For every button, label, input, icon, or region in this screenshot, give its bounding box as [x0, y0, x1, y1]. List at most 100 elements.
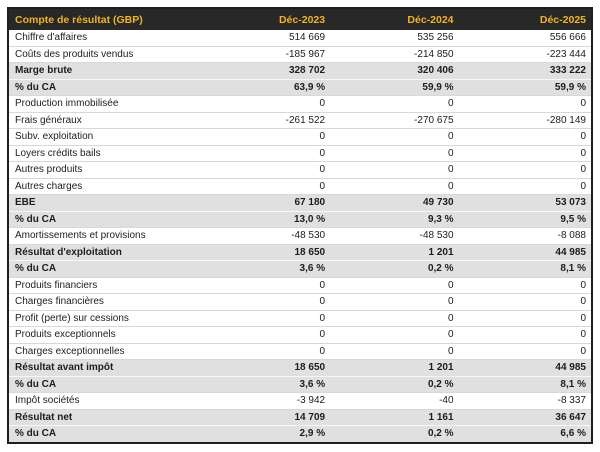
table-row: Loyers crédits bails 0 0 0 [8, 145, 592, 162]
row-label: Résultat d'exploitation [15, 246, 122, 258]
cell-value: -223 444 [546, 48, 586, 60]
cell-value: 59,9 % [554, 81, 586, 93]
table-row: Autres charges 0 0 0 [8, 178, 592, 195]
table-row: % du CA 2,9 % 0,2 % 6,6 % [8, 425, 592, 443]
column-header-dec-2023: Déc-2023 [200, 8, 331, 30]
cell-value: 44 985 [555, 362, 586, 374]
cell-value: 320 406 [417, 65, 454, 77]
row-label: Profit (perte) sur cessions [15, 312, 129, 324]
cell-value: -48 530 [291, 230, 326, 242]
cell-value: 328 702 [288, 65, 326, 77]
row-label: Subv. exploitation [15, 131, 94, 143]
row-label: Amortissements et provisions [15, 230, 146, 242]
cell-value: 0 [580, 296, 586, 308]
cell-value: -8 088 [557, 230, 586, 242]
table-row: Résultat avant impôt 18 650 1 201 44 985 [8, 359, 592, 376]
table-row: Marge brute 328 702 320 406 333 222 [8, 62, 592, 79]
row-label: Produits exceptionnels [15, 329, 116, 341]
table-row: Profit (perte) sur cessions 0 0 0 [8, 310, 592, 327]
cell-value: 18 650 [294, 362, 326, 374]
cell-value: 18 650 [294, 246, 326, 258]
row-label: Autres produits [15, 164, 83, 176]
table-row: % du CA 3,6 % 0,2 % 8,1 % [8, 260, 592, 277]
table-row: Frais généraux -261 522 -270 675 -280 149 [8, 112, 592, 129]
cell-value: 36 647 [555, 411, 586, 423]
cell-value: 8,1 % [560, 263, 586, 275]
column-header-dec-2024: Déc-2024 [330, 8, 459, 30]
table-row: EBE 67 180 49 730 53 073 [8, 194, 592, 211]
cell-value: 0 [580, 329, 586, 341]
cell-value: 3,6 % [299, 378, 326, 390]
row-label: % du CA [15, 81, 57, 93]
cell-value: 13,0 % [293, 213, 326, 225]
cell-value: 0 [580, 180, 586, 192]
cell-value: 0 [447, 312, 454, 324]
cell-value: -8 337 [557, 395, 586, 407]
table-header-row: Compte de résultat (GBP) Déc-2023 Déc-20… [8, 8, 592, 30]
row-label: Résultat avant impôt [15, 362, 114, 374]
cell-value: 0 [447, 329, 454, 341]
cell-value: -270 675 [414, 114, 454, 126]
table-row: Production immobilisée 0 0 0 [8, 95, 592, 112]
cell-value: 0,2 % [427, 263, 454, 275]
cell-value: 1 161 [428, 411, 454, 423]
cell-value: 0 [447, 296, 454, 308]
cell-value: 0 [447, 131, 454, 143]
cell-value: 9,5 % [560, 213, 586, 225]
row-label: Frais généraux [15, 114, 82, 126]
cell-value: 49 730 [422, 197, 454, 209]
row-label: Produits financiers [15, 279, 98, 291]
cell-value: 0 [447, 180, 454, 192]
cell-value: 0 [447, 98, 454, 110]
table-body: Chiffre d'affaires 514 669 535 256 556 666 C… [8, 30, 592, 443]
cell-value: 0 [580, 345, 586, 357]
table-row: Charges exceptionnelles 0 0 0 [8, 343, 592, 360]
row-label: Charges financières [15, 296, 104, 308]
row-label: Coûts des produits vendus [15, 48, 134, 60]
row-label: Résultat net [15, 411, 73, 423]
column-header-dec-2025: Déc-2025 [458, 8, 592, 30]
cell-value: 535 256 [417, 32, 454, 44]
cell-value: 63,9 % [293, 81, 326, 93]
table-row: Autres produits 0 0 0 [8, 161, 592, 178]
cell-value: -185 967 [285, 48, 326, 60]
row-label: % du CA [15, 378, 57, 390]
row-label: Autres charges [15, 180, 83, 192]
cell-value: 14 709 [294, 411, 326, 423]
table-row: Résultat d'exploitation 18 650 1 201 44 985 [8, 244, 592, 261]
cell-value: 44 985 [555, 246, 586, 258]
table-row: Produits financiers 0 0 0 [8, 277, 592, 294]
cell-value: 0 [319, 98, 326, 110]
cell-value: 0 [319, 131, 326, 143]
table-row: % du CA 63,9 % 59,9 % 59,9 % [8, 79, 592, 96]
cell-value: 0 [319, 147, 326, 159]
income-statement-table: Compte de résultat (GBP) Déc-2023 Déc-20… [7, 7, 593, 444]
cell-value: 3,6 % [299, 263, 326, 275]
table-row: Subv. exploitation 0 0 0 [8, 128, 592, 145]
table-row: Résultat net 14 709 1 161 36 647 [8, 409, 592, 426]
table-row: % du CA 13,0 % 9,3 % 9,5 % [8, 211, 592, 228]
cell-value: 0 [319, 279, 326, 291]
row-label: Production immobilisée [15, 98, 119, 110]
cell-value: -3 942 [296, 395, 326, 407]
cell-value: 0 [319, 329, 326, 341]
cell-value: 514 669 [288, 32, 326, 44]
cell-value: 9,3 % [427, 213, 454, 225]
table-row: Charges financières 0 0 0 [8, 293, 592, 310]
table-row: Produits exceptionnels 0 0 0 [8, 326, 592, 343]
row-label: Impôt sociétés [15, 395, 80, 407]
table-row: Coûts des produits vendus -185 967 -214 85… [8, 46, 592, 63]
table-row: Impôt sociétés -3 942 -40 -8 337 [8, 392, 592, 409]
row-label: Loyers crédits bails [15, 147, 101, 159]
cell-value: 0 [319, 180, 326, 192]
row-label: EBE [15, 197, 36, 209]
cell-value: 0 [580, 131, 586, 143]
cell-value: 0 [580, 98, 586, 110]
cell-value: 0 [319, 296, 326, 308]
cell-value: 0 [447, 345, 454, 357]
table-row: Chiffre d'affaires 514 669 535 256 556 666 [8, 30, 592, 46]
cell-value: 0 [447, 164, 454, 176]
cell-value: 59,9 % [422, 81, 454, 93]
cell-value: 0 [319, 312, 326, 324]
